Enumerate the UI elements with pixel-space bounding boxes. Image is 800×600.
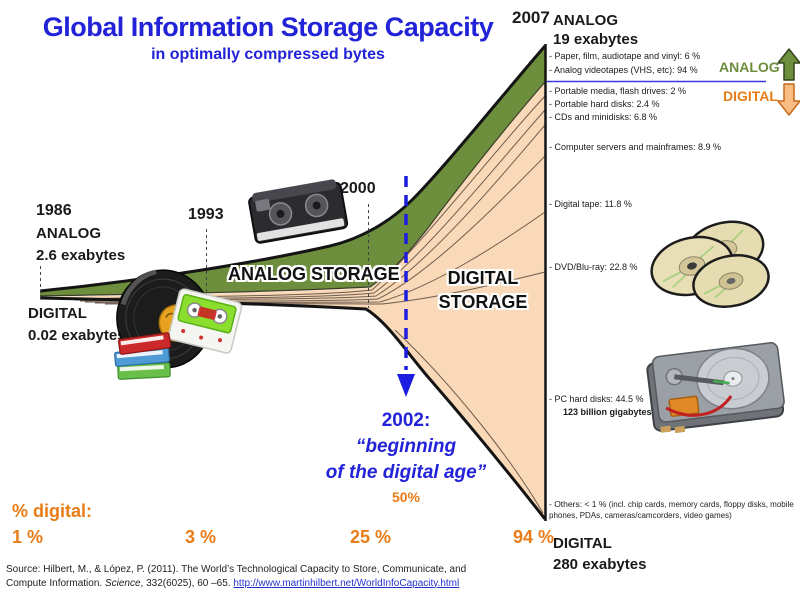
source-link[interactable]: http://www.martinhilbert.net/WorldInfoCa… <box>233 577 460 589</box>
legend-item-others: - Others: < 1 % (incl. chip cards, memor… <box>549 499 800 522</box>
label-year-1993: 1993 <box>188 206 224 223</box>
legend-item-servers: - Computer servers and mainframes: 8.9 % <box>549 142 722 152</box>
books-illustration <box>114 332 172 380</box>
milestone-2002-arrow <box>397 176 415 397</box>
cassette-tape-illustration <box>168 288 243 354</box>
source-line2-mid: , 332(6025), 60 –65. <box>140 577 234 589</box>
label-analog-1986: ANALOG <box>36 225 101 242</box>
value-digital-2007: 280 exabytes <box>553 556 647 573</box>
analog-stream-area <box>40 46 545 296</box>
year-marker-lines <box>40 204 369 308</box>
page-subtitle: in optimally compressed bytes <box>151 46 385 63</box>
pct-2000: 25 % <box>350 527 392 547</box>
source-line2-prefix: Compute Information. <box>6 577 105 589</box>
source-line1: Source: Hilbert, M., & López, P. (2011).… <box>6 564 467 575</box>
cd-discs-illustration <box>650 220 770 308</box>
hard-drive-illustration <box>646 342 785 434</box>
pct-digital-heading: % digital: <box>12 501 92 521</box>
legend-item-pc-hd-sub: 123 billion gigabytes <box>563 407 652 417</box>
pct-1993: 3 % <box>185 527 217 547</box>
label-analog-2007: ANALOG <box>553 12 618 29</box>
digital-direction-label: DIGITAL <box>723 88 778 104</box>
milestone-2002: 2002: “beginning of the digital age” 50% <box>286 408 526 505</box>
legend-item-dvd: - DVD/Blu-ray: 22.8 % <box>549 262 638 272</box>
digital-storage-line2: STORAGE <box>438 292 528 312</box>
page-title: Global Information Storage Capacity <box>42 12 494 42</box>
others-label: - Others: < 1 % <box>549 499 609 509</box>
value-analog-1986: 2.6 exabytes <box>36 247 126 264</box>
label-year-2000: 2000 <box>340 180 376 197</box>
milestone-year: 2002: <box>381 410 431 431</box>
analog-up-arrow-icon <box>777 48 800 81</box>
analog-storage-label: ANALOG STORAGE <box>228 264 400 284</box>
analog-direction-label: ANALOG <box>719 59 780 75</box>
milestone-quote-line2: of the digital age” <box>325 462 487 483</box>
legend-item-paper: - Paper, film, audiotape and vinyl: 6 % <box>549 51 701 61</box>
digital-storage-label: DIGITAL STORAGE <box>413 268 553 313</box>
label-digital-2007: DIGITAL <box>553 535 612 552</box>
source-journal: Science <box>104 577 141 589</box>
value-analog-2007: 19 exabytes <box>553 31 639 48</box>
digital-strand-lines <box>69 95 546 514</box>
digital-storage-line1: DIGITAL <box>447 268 519 288</box>
label-year-1986: 1986 <box>36 202 72 219</box>
others-detail: (incl. chip cards, memory cards, floppy … <box>549 500 794 521</box>
digital-down-arrow-icon <box>777 83 800 116</box>
legend-item-videotape: - Analog videotapes (VHS, etc): 94 % <box>549 65 698 75</box>
legend-item-cd: - CDs and minidisks: 6.8 % <box>549 112 658 122</box>
legend-item-portable-hd: - Portable hard disks: 2.4 % <box>549 99 660 109</box>
label-year-2007: 2007 <box>512 8 550 27</box>
milestone-quote-line1: “beginning <box>355 436 457 457</box>
pct-1986: 1 % <box>12 527 44 547</box>
value-digital-1986: 0.02 exabytes <box>28 327 126 344</box>
vhs-tape-illustration <box>248 179 349 244</box>
source-citation: Source: Hilbert, M., & López, P. (2011).… <box>6 563 554 591</box>
legend-item-pc-hd: - PC hard disks: 44.5 % <box>549 394 644 404</box>
legend-item-tape: - Digital tape: 11.8 % <box>549 199 632 209</box>
label-digital-1986: DIGITAL <box>28 305 87 322</box>
legend-item-flash: - Portable media, flash drives: 2 % <box>549 86 687 96</box>
milestone-pct: 50% <box>391 489 421 505</box>
pct-2007: 94 % <box>513 527 555 547</box>
